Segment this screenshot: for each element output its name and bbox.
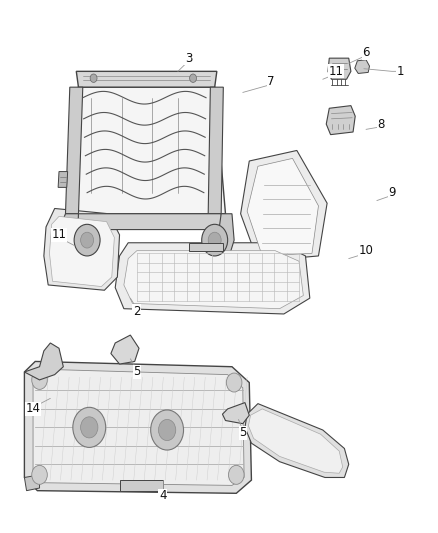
Polygon shape bbox=[120, 480, 163, 491]
Polygon shape bbox=[66, 87, 83, 214]
Circle shape bbox=[190, 74, 197, 83]
Circle shape bbox=[81, 417, 98, 438]
Circle shape bbox=[159, 419, 176, 441]
Polygon shape bbox=[58, 172, 67, 188]
Circle shape bbox=[208, 232, 221, 248]
Circle shape bbox=[226, 373, 242, 392]
Polygon shape bbox=[326, 106, 355, 135]
Polygon shape bbox=[76, 214, 223, 230]
Polygon shape bbox=[25, 343, 64, 380]
Polygon shape bbox=[248, 409, 343, 473]
Polygon shape bbox=[70, 87, 226, 214]
Circle shape bbox=[90, 74, 97, 83]
Polygon shape bbox=[223, 402, 249, 424]
Polygon shape bbox=[111, 335, 139, 364]
Circle shape bbox=[229, 465, 244, 484]
Circle shape bbox=[32, 370, 47, 390]
Polygon shape bbox=[189, 243, 223, 251]
Polygon shape bbox=[355, 60, 370, 74]
Polygon shape bbox=[25, 475, 39, 491]
Circle shape bbox=[151, 410, 184, 450]
Polygon shape bbox=[115, 243, 310, 314]
Text: 9: 9 bbox=[388, 186, 396, 199]
Polygon shape bbox=[76, 71, 217, 87]
Polygon shape bbox=[240, 150, 327, 261]
Polygon shape bbox=[247, 158, 318, 256]
Text: 1: 1 bbox=[397, 65, 404, 78]
Polygon shape bbox=[245, 403, 349, 478]
Polygon shape bbox=[59, 214, 78, 272]
Circle shape bbox=[74, 224, 100, 256]
Text: 5: 5 bbox=[239, 426, 247, 439]
Text: 6: 6 bbox=[362, 46, 370, 59]
Circle shape bbox=[81, 232, 94, 248]
Circle shape bbox=[202, 224, 228, 256]
Text: 3: 3 bbox=[185, 52, 192, 64]
Text: 11: 11 bbox=[328, 65, 343, 78]
Circle shape bbox=[32, 465, 47, 484]
Text: 11: 11 bbox=[52, 228, 67, 241]
Polygon shape bbox=[25, 361, 251, 494]
Polygon shape bbox=[219, 214, 234, 261]
Text: 10: 10 bbox=[359, 244, 374, 257]
Polygon shape bbox=[124, 251, 304, 309]
Text: 4: 4 bbox=[159, 489, 166, 503]
Text: 2: 2 bbox=[133, 305, 141, 318]
Text: 14: 14 bbox=[25, 402, 41, 415]
Text: 7: 7 bbox=[267, 75, 275, 88]
Text: 8: 8 bbox=[378, 118, 385, 131]
Text: 5: 5 bbox=[133, 366, 141, 378]
Polygon shape bbox=[208, 87, 223, 214]
Polygon shape bbox=[328, 58, 351, 79]
Circle shape bbox=[73, 407, 106, 447]
Polygon shape bbox=[49, 216, 114, 287]
Polygon shape bbox=[44, 208, 120, 290]
Polygon shape bbox=[33, 369, 244, 486]
